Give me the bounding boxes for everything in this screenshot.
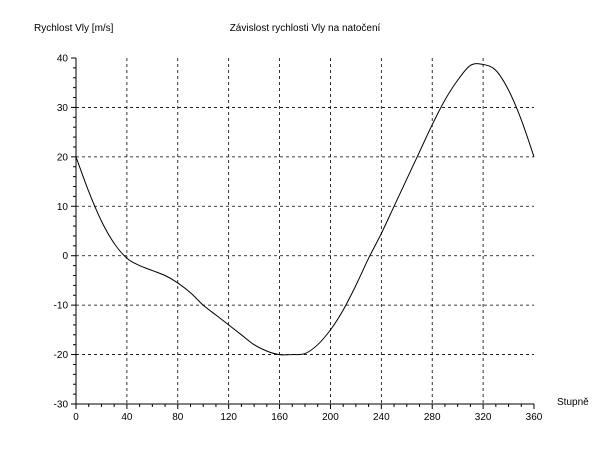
series-layer [75,63,535,356]
chart-title: Závislost rychlosti Vly na natočení [230,23,381,34]
plot-background [76,58,534,404]
y-tick-label: -10 [54,301,69,312]
x-tick-label: 120 [220,412,237,423]
x-tick-label: 0 [73,412,79,423]
x-tick-label: 280 [424,412,441,423]
x-tick-label: 40 [121,412,133,423]
y-tick-label: -30 [54,400,69,411]
x-tick-label: 200 [322,412,339,423]
grid-lines [76,58,534,404]
x-tick-label: 360 [526,412,543,423]
x-tick-label: 80 [172,412,184,423]
y-tick-label: 10 [57,202,69,213]
x-axis-label: Stupně [557,397,589,408]
x-tick-label: 160 [271,412,288,423]
y-axis-label: Rychlost Vly [m/s] [34,23,114,34]
y-tick-label: 20 [57,152,69,163]
y-tick-label: 30 [57,103,69,114]
axis-ticks: 0 40 80 120 160 200 240 280 320 360 -30 -20 -10 0 10 20… [54,54,543,424]
x-tick-label: 320 [475,412,492,423]
series-line [75,63,535,356]
x-tick-label: 240 [373,412,390,423]
y-tick-label: 0 [62,251,68,262]
y-tick-label: 40 [57,54,69,65]
y-tick-label: -20 [54,350,69,361]
